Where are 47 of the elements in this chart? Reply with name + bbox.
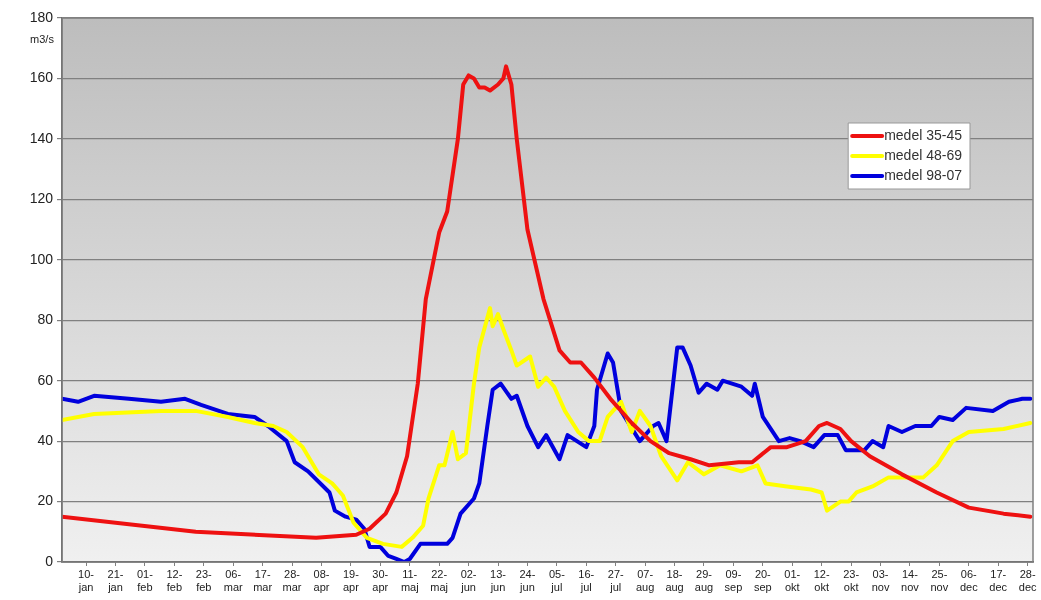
x-tick-label: 03-nov <box>871 567 890 593</box>
x-tick-label: 24-jun <box>519 567 536 593</box>
x-tick-label: 18-aug <box>665 567 684 593</box>
x-tick-label: 27-jul <box>607 567 624 593</box>
y-tick-label: 100 <box>29 250 54 267</box>
x-tick-label: 05-jul <box>548 567 566 593</box>
y-tick-label: 60 <box>37 371 54 388</box>
x-tick-label: 17-dec <box>989 567 1008 593</box>
x-tick-label: 01-okt <box>784 567 801 593</box>
x-tick-label: 20-sep <box>753 567 772 593</box>
y-tick-label: 160 <box>29 69 54 86</box>
legend-label: medel 35-45 <box>884 126 963 143</box>
x-tick-label: 09-sep <box>724 567 743 593</box>
x-tick-label: 01-feb <box>136 567 154 593</box>
x-tick-label: 07-aug <box>635 567 655 593</box>
y-tick-label: 40 <box>37 431 54 448</box>
legend-label: medel 98-07 <box>884 166 963 183</box>
y-tick-label: 180 <box>29 8 54 25</box>
x-tick-label: 23-okt <box>843 567 860 593</box>
x-tick-label: 16-jul <box>578 567 595 593</box>
x-tick-label: 06-dec <box>959 567 979 593</box>
x-tick-label: 22-maj <box>430 567 449 593</box>
y-tick-label: 20 <box>37 492 54 509</box>
y-axis-title: m3/s <box>30 33 55 46</box>
x-tick-label: 10-jan <box>77 567 95 593</box>
x-tick-label: 12-okt <box>813 567 830 593</box>
x-tick-label: 29-aug <box>694 567 714 593</box>
x-tick-label: 14-nov <box>901 567 920 593</box>
legend-label: medel 48-69 <box>884 146 963 163</box>
x-tick-label: 19-apr <box>342 567 360 593</box>
x-tick-label: 23-feb <box>195 567 213 593</box>
x-tick-label: 28-mar <box>282 567 302 593</box>
x-tick-label: 11-maj <box>400 567 419 593</box>
x-tick-label: 13-jun <box>489 567 507 593</box>
x-tick-label: 08-apr <box>313 567 330 593</box>
y-tick-label: 80 <box>37 311 54 328</box>
y-tick-label: 140 <box>29 129 54 146</box>
x-tick-label: 17-mar <box>253 567 273 593</box>
x-tick-label: 21-jan <box>107 567 124 593</box>
x-tick-label: 12-feb <box>166 567 183 593</box>
y-tick-label: 120 <box>29 190 54 207</box>
y-tick-label: 0 <box>45 552 54 569</box>
x-tick-label: 30-apr <box>372 567 389 593</box>
x-tick-label: 25-nov <box>930 567 949 593</box>
x-tick-label: 28-dec <box>1018 567 1038 593</box>
x-tick-label: 02-jun <box>460 567 477 593</box>
x-tick-label: 06-mar <box>223 567 243 593</box>
